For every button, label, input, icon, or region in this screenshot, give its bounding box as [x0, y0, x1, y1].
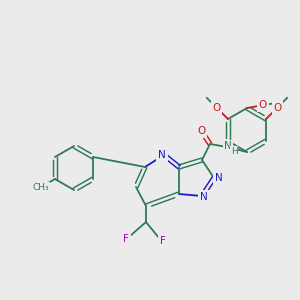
Text: N: N	[200, 192, 208, 202]
Text: CH₃: CH₃	[33, 184, 50, 193]
Text: O: O	[212, 103, 221, 113]
Text: O: O	[259, 100, 267, 110]
Text: F: F	[160, 236, 166, 246]
Text: O: O	[197, 126, 205, 136]
Text: N: N	[158, 150, 166, 160]
Text: O: O	[273, 103, 281, 113]
Text: F: F	[123, 234, 129, 244]
Text: N: N	[215, 173, 223, 183]
Text: H: H	[231, 148, 237, 157]
Text: N: N	[224, 141, 232, 151]
